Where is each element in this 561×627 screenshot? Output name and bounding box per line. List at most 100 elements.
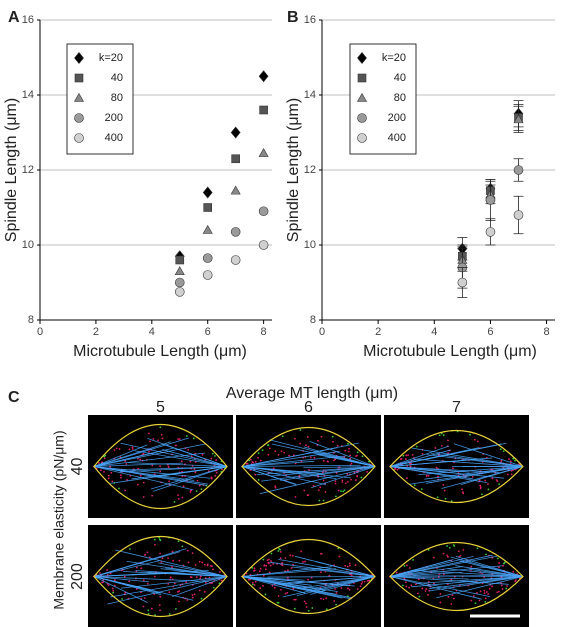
microtubule bbox=[389, 576, 491, 598]
dot bbox=[479, 590, 482, 593]
dot bbox=[348, 564, 351, 567]
dot bbox=[249, 458, 252, 461]
point bbox=[230, 255, 241, 265]
dot bbox=[281, 564, 284, 567]
dot bbox=[120, 476, 122, 479]
dot bbox=[434, 447, 437, 449]
dot bbox=[119, 474, 122, 477]
dot bbox=[140, 567, 143, 570]
dot bbox=[274, 485, 277, 488]
dot bbox=[487, 593, 490, 595]
point bbox=[230, 126, 241, 139]
dot bbox=[491, 585, 493, 588]
dot bbox=[407, 454, 409, 457]
dot bbox=[280, 588, 282, 591]
dot bbox=[272, 467, 275, 470]
dot bbox=[299, 429, 302, 431]
dot bbox=[497, 590, 500, 593]
dot bbox=[198, 589, 201, 592]
dot bbox=[191, 596, 194, 599]
dot bbox=[453, 597, 455, 600]
dot bbox=[406, 564, 408, 567]
dot bbox=[111, 587, 114, 590]
point bbox=[513, 114, 524, 124]
dot bbox=[401, 584, 404, 587]
microtubule bbox=[158, 562, 228, 577]
dot bbox=[509, 460, 512, 463]
dot bbox=[412, 558, 414, 561]
y-tick-label: 14 bbox=[304, 89, 316, 101]
dot bbox=[100, 469, 102, 472]
dot bbox=[210, 457, 213, 460]
microtubule bbox=[389, 576, 469, 580]
dot bbox=[143, 597, 146, 599]
dot bbox=[201, 561, 204, 564]
dot bbox=[505, 587, 508, 590]
point bbox=[202, 224, 213, 234]
dot bbox=[257, 452, 260, 454]
microtubule bbox=[241, 576, 306, 594]
microtubule bbox=[151, 466, 228, 478]
dot bbox=[483, 589, 486, 592]
dot bbox=[427, 548, 430, 551]
microtubule bbox=[93, 548, 187, 577]
dot bbox=[305, 444, 307, 447]
point bbox=[485, 227, 496, 237]
dot bbox=[107, 474, 110, 477]
dot bbox=[279, 557, 282, 560]
dot bbox=[470, 599, 473, 602]
dot bbox=[349, 457, 352, 460]
dot bbox=[293, 607, 296, 610]
microtubule bbox=[435, 576, 524, 599]
row-label: 40 bbox=[69, 458, 86, 476]
dot bbox=[159, 539, 162, 542]
dot bbox=[446, 554, 449, 557]
dot bbox=[350, 574, 353, 577]
dot bbox=[319, 486, 322, 489]
dot bbox=[446, 545, 448, 547]
dot bbox=[248, 459, 251, 462]
dot bbox=[198, 560, 201, 563]
dot bbox=[293, 598, 296, 601]
dot bbox=[281, 561, 284, 564]
dot bbox=[128, 580, 131, 583]
dot bbox=[136, 566, 138, 569]
dot bbox=[280, 450, 283, 453]
microtubule bbox=[93, 443, 206, 467]
dot bbox=[432, 556, 435, 559]
dot bbox=[161, 437, 164, 440]
microtubule bbox=[309, 440, 376, 467]
dot bbox=[394, 468, 396, 471]
dot bbox=[114, 584, 116, 587]
microtubule bbox=[409, 466, 524, 485]
dot bbox=[361, 581, 364, 583]
x-tick-label: 6 bbox=[487, 326, 493, 338]
dot bbox=[277, 453, 280, 456]
dot bbox=[450, 603, 453, 605]
dot bbox=[338, 555, 341, 558]
microtubule bbox=[389, 566, 463, 577]
dot bbox=[264, 593, 267, 596]
y-axis-label: Spindle Length (μm) bbox=[285, 98, 302, 242]
dot bbox=[221, 468, 223, 471]
dot bbox=[346, 480, 349, 483]
dot bbox=[174, 607, 177, 610]
dot bbox=[343, 489, 346, 492]
dot bbox=[414, 583, 417, 586]
legend-label: 400 bbox=[105, 132, 123, 144]
dot bbox=[176, 591, 179, 593]
dot bbox=[110, 471, 113, 474]
microtubule bbox=[389, 575, 509, 577]
point bbox=[174, 266, 185, 276]
dot bbox=[270, 552, 273, 555]
dot bbox=[198, 484, 201, 487]
dot bbox=[252, 570, 255, 572]
dot bbox=[334, 458, 337, 461]
dot bbox=[294, 598, 297, 601]
dot bbox=[347, 450, 350, 453]
dot bbox=[442, 552, 445, 555]
dot bbox=[344, 449, 347, 452]
membrane bbox=[241, 538, 376, 615]
dot bbox=[259, 567, 262, 570]
